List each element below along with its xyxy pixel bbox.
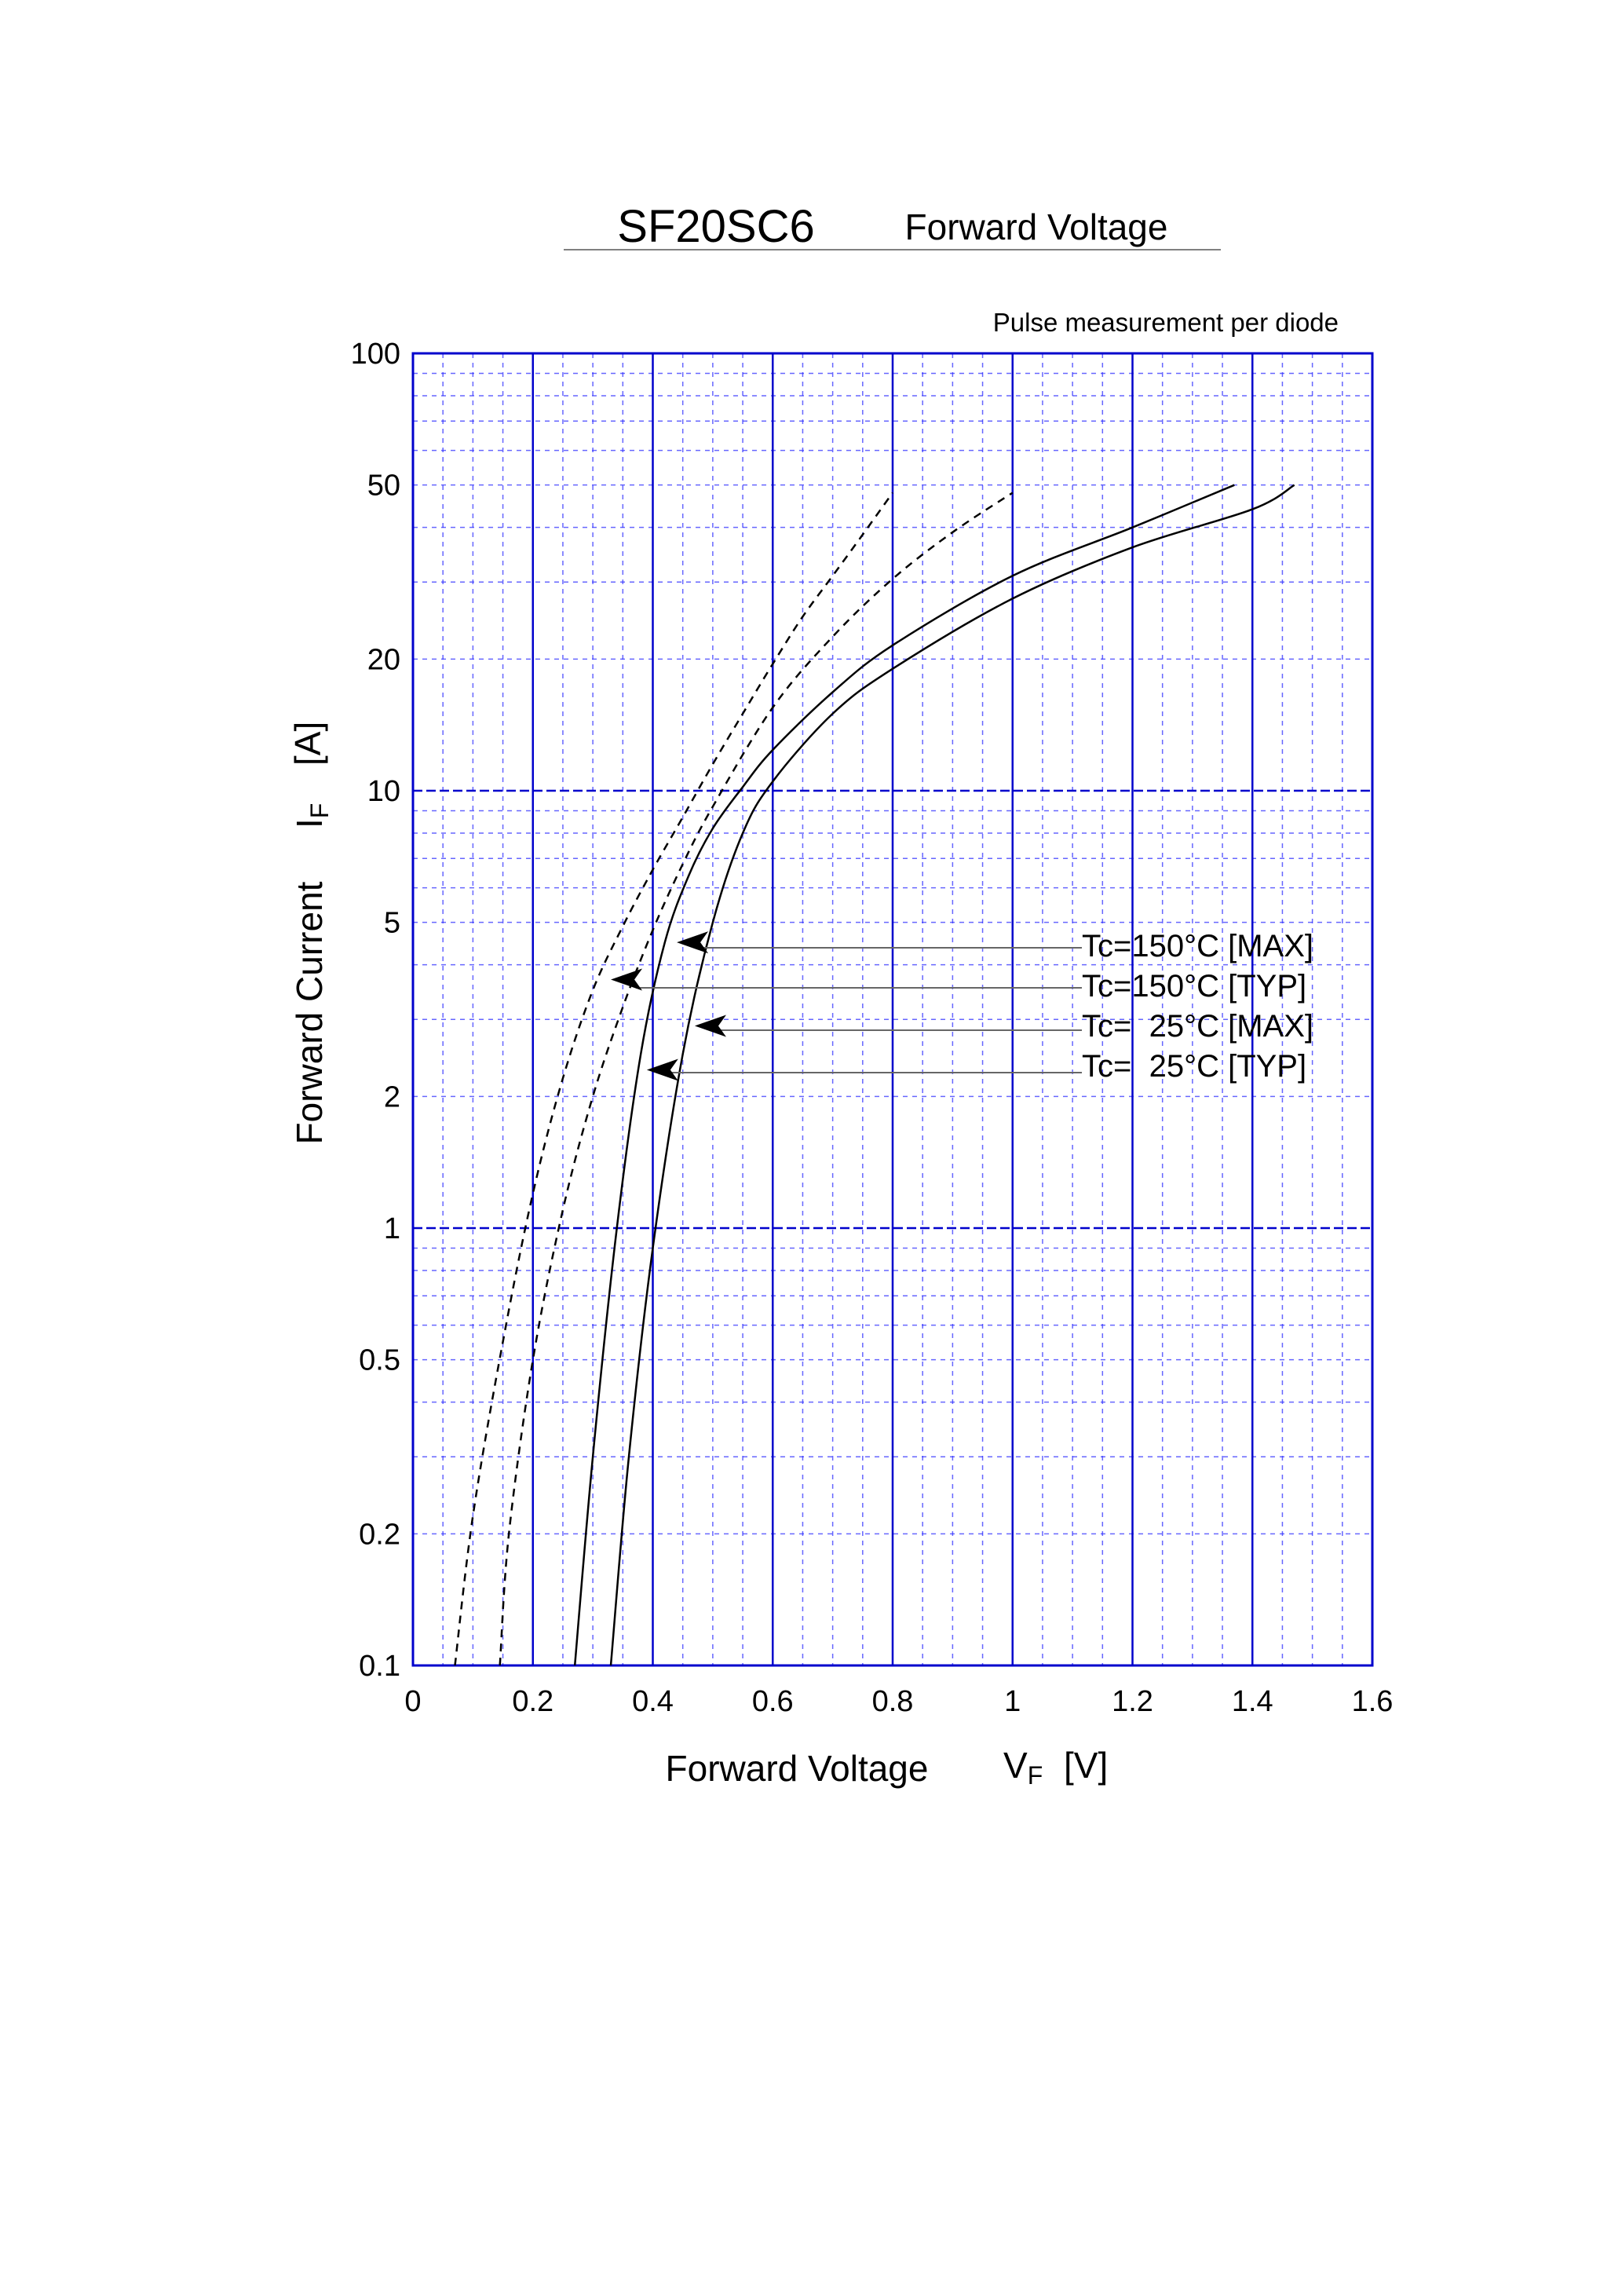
y-tick-label: 5: [384, 907, 400, 940]
chart-title: Forward Voltage: [905, 207, 1168, 247]
series-line-4: [573, 484, 1235, 1666]
y-tick-label: 0.5: [359, 1344, 400, 1377]
major-grid: [413, 353, 1372, 1665]
x-tick-label: 0.2: [512, 1685, 553, 1718]
y-tick-label: 2: [384, 1080, 400, 1113]
annotation-label: Tc=150°C [TYP]: [1082, 969, 1306, 1004]
series-line-2: [454, 492, 894, 1666]
y-axis-label: Forward Current: [289, 881, 330, 1144]
y-tick-label: 100: [351, 338, 400, 371]
y-axis-unit: [A]: [287, 722, 328, 766]
series-line-3: [609, 484, 1295, 1666]
x-tick-label: 1: [1004, 1685, 1021, 1718]
x-axis-symbol-sub: F: [1028, 1761, 1043, 1790]
x-axis-symbol: VF: [1003, 1745, 1043, 1790]
annotation-label: Tc= 25°C [MAX]: [1082, 1009, 1313, 1044]
y-tick-label: 0.1: [359, 1650, 400, 1683]
y-axis-symbol-main: I: [289, 818, 330, 828]
y-axis-symbol: IF: [289, 803, 334, 828]
y-tick-label: 1: [384, 1212, 400, 1245]
x-tick-label: 1.2: [1112, 1685, 1153, 1718]
x-tick-label: 0.6: [752, 1685, 794, 1718]
annotation-arrowhead: [677, 931, 709, 954]
y-tick-label: 50: [367, 470, 400, 503]
x-tick-label: 1.4: [1232, 1685, 1273, 1718]
annotation-arrowhead: [611, 968, 643, 991]
y-axis-symbol-sub: F: [305, 803, 334, 819]
plot-frame: [411, 352, 1374, 1667]
y-tick-label: 0.2: [359, 1518, 400, 1551]
x-tick-label: 0.4: [632, 1685, 674, 1718]
curves: [454, 484, 1295, 1666]
x-axis-unit: [V]: [1064, 1745, 1108, 1786]
y-tick-label: 20: [367, 643, 400, 676]
x-axis-label: Forward Voltage: [666, 1748, 929, 1789]
y-tick-label: 10: [367, 775, 400, 808]
x-tick-label: 0.8: [872, 1685, 914, 1718]
annotation-label: Tc= 25°C [TYP]: [1082, 1049, 1306, 1084]
measurement-note: Pulse measurement per diode: [993, 308, 1339, 337]
annotation-label: Tc=150°C [MAX]: [1082, 929, 1313, 963]
y-ticks: 0.1 0.2 0.5 1 2 5 10 20 50 100: [351, 338, 400, 1683]
minor-grid: [413, 353, 1372, 1665]
annotation-arrowhead: [694, 1015, 726, 1037]
series-line-1: [499, 492, 1014, 1666]
x-tick-label: 0: [404, 1685, 421, 1718]
x-ticks: 0 0.2 0.4 0.6 0.8 1 1.2 1.4 1.6: [404, 1685, 1393, 1718]
part-number: SF20SC6: [617, 201, 814, 252]
x-tick-label: 1.6: [1352, 1685, 1394, 1718]
annotation-arrowhead: [646, 1058, 678, 1081]
annotation-leaders: Tc=150°C [MAX] Tc=150°C [TYP] Tc= 25°C [MA…: [611, 929, 1313, 1084]
x-axis-symbol-main: V: [1003, 1745, 1028, 1786]
